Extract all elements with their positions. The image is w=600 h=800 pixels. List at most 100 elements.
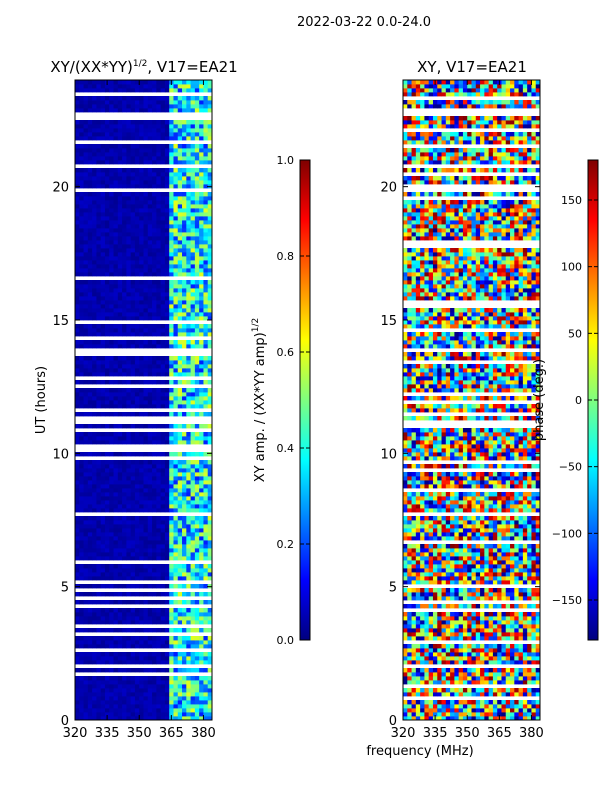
heatmap-cell <box>169 380 174 385</box>
heatmap-cell <box>424 612 430 617</box>
heatmap-cell <box>160 592 166 597</box>
heatmap-cell <box>87 484 93 489</box>
heatmap-cell <box>203 592 209 597</box>
heatmap-cell <box>143 452 149 457</box>
heatmap-cell <box>79 296 85 301</box>
heatmap-cell <box>415 688 421 693</box>
heatmap-cell <box>177 464 183 469</box>
heatmap-cell <box>156 368 162 373</box>
heatmap-cell <box>199 108 204 113</box>
heatmap-cell <box>169 388 174 393</box>
heatmap-cell <box>75 704 80 709</box>
heatmap-cell <box>186 704 192 709</box>
heatmap-cell <box>186 592 192 597</box>
phase-panel-title: XY, V17=EA21 <box>417 58 527 76</box>
heatmap-cell <box>186 480 192 485</box>
heatmap-cell <box>190 360 196 365</box>
heatmap-cell <box>531 668 537 673</box>
heatmap-cell <box>117 484 123 489</box>
heatmap-cell <box>177 536 183 541</box>
heatmap-cell <box>190 228 196 233</box>
heatmap-cell <box>87 328 93 333</box>
heatmap-cell <box>182 548 187 553</box>
heatmap-cell <box>492 708 498 713</box>
heatmap-cell <box>117 452 123 457</box>
heatmap-cell <box>143 172 149 177</box>
heatmap-cell <box>134 208 140 213</box>
heatmap-cell <box>122 144 127 149</box>
heatmap-cell <box>199 484 204 489</box>
heatmap-cell <box>122 452 127 457</box>
heatmap-cell <box>177 132 183 137</box>
heatmap-cell <box>164 212 170 217</box>
heatmap-cell <box>75 492 80 497</box>
heatmap-cell <box>199 296 204 301</box>
heatmap-cell <box>207 316 213 321</box>
heatmap-cell <box>83 220 89 225</box>
heatmap-cell <box>147 300 153 305</box>
heatmap-cell <box>173 600 179 605</box>
heatmap-cell <box>152 300 157 305</box>
heatmap-cell <box>186 368 192 373</box>
heatmap-cell <box>199 424 204 429</box>
heatmap-cell <box>190 636 196 641</box>
heatmap-cell <box>92 316 97 321</box>
heatmap-cell <box>156 172 162 177</box>
heatmap-cell <box>143 152 149 157</box>
heatmap-cell <box>182 364 187 369</box>
heatmap-cell <box>147 372 153 377</box>
heatmap-cell <box>160 400 166 405</box>
heatmap-cell <box>117 340 123 345</box>
heatmap-cell <box>203 700 209 705</box>
heatmap-cell <box>190 156 196 161</box>
heatmap-cell <box>492 656 498 661</box>
heatmap-cell <box>104 340 110 345</box>
heatmap-cell <box>134 364 140 369</box>
heatmap-cell <box>194 216 200 221</box>
heatmap-cell <box>177 144 183 149</box>
heatmap-cell <box>96 200 102 205</box>
y-tick-label: 0 <box>61 714 69 729</box>
heatmap-cell <box>79 700 85 705</box>
heatmap-cell <box>87 568 93 573</box>
heatmap-cell <box>143 204 149 209</box>
heatmap-cell <box>100 524 106 529</box>
heatmap-cell <box>104 528 110 533</box>
heatmap-cell <box>143 144 149 149</box>
heatmap-cell <box>173 616 179 621</box>
heatmap-cell <box>177 620 183 625</box>
heatmap-cell <box>441 676 447 681</box>
heatmap-cell <box>122 400 127 405</box>
heatmap-cell <box>169 304 174 309</box>
heatmap-cell <box>177 388 183 393</box>
heatmap-cell <box>467 660 472 665</box>
heatmap-cell <box>424 692 430 697</box>
heatmap-cell <box>510 716 515 721</box>
heatmap-cell <box>126 256 132 261</box>
heatmap-cell <box>407 688 413 693</box>
heatmap-cell <box>160 484 166 489</box>
heatmap-cell <box>139 156 144 161</box>
heatmap-cell <box>164 108 170 113</box>
heatmap-cell <box>139 244 144 249</box>
heatmap-cell <box>199 176 204 181</box>
heatmap-cell <box>194 176 200 181</box>
heatmap-cell <box>190 96 196 101</box>
heatmap-cell <box>160 468 166 473</box>
heatmap-cell <box>207 312 213 317</box>
heatmap-cell <box>186 584 192 589</box>
heatmap-cell <box>126 692 132 697</box>
heatmap-cell <box>113 100 119 105</box>
heatmap-cell <box>147 284 153 289</box>
heatmap-cell <box>104 708 110 713</box>
heatmap-cell <box>96 472 102 477</box>
heatmap-cell <box>143 696 149 701</box>
heatmap-cell <box>505 700 511 705</box>
heatmap-cell <box>147 272 153 277</box>
heatmap-cell <box>164 80 170 85</box>
heatmap-cell <box>152 432 157 437</box>
heatmap-cell <box>199 716 204 721</box>
heatmap-cell <box>156 544 162 549</box>
heatmap-cell <box>160 528 166 533</box>
heatmap-cell <box>194 532 200 537</box>
